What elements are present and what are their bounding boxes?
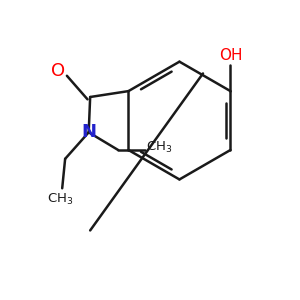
Text: N: N xyxy=(81,123,96,141)
Text: O: O xyxy=(51,62,65,80)
Text: OH: OH xyxy=(219,48,242,63)
Text: CH$_3$: CH$_3$ xyxy=(47,192,74,207)
Text: CH$_3$: CH$_3$ xyxy=(146,140,172,155)
